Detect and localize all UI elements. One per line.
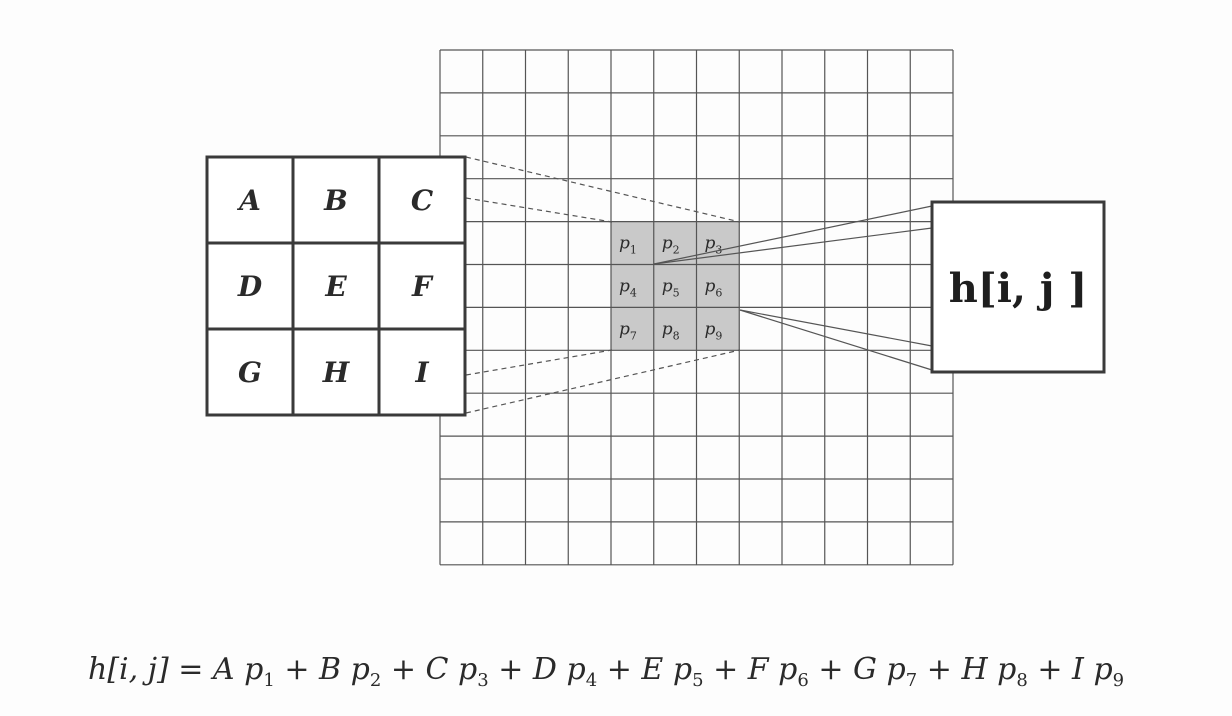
- output-projection-line: [653, 227, 933, 265]
- kernel-border: [205, 155, 467, 417]
- kernel-projection-line: [465, 349, 741, 414]
- kernel-coefficient: A: [236, 184, 261, 217]
- connector-lines: [465, 156, 933, 414]
- output-box: h[i, j ]: [930, 200, 1106, 374]
- equation-plus: +: [597, 652, 642, 687]
- equation-term: E p5: [641, 652, 704, 691]
- equation-plus: +: [808, 652, 854, 687]
- neighborhood-pixel-label: p5: [662, 277, 680, 300]
- equation-term: A p1: [212, 652, 275, 691]
- image-grid: p1p2p3p4p5p6p7p8p9: [439, 49, 954, 566]
- kernel-coefficient: I: [414, 356, 429, 389]
- kernel-matrix: A B C D E F G H I: [205, 155, 467, 417]
- output-label: h[i, j ]: [949, 265, 1087, 312]
- kernel-coefficient: E: [324, 270, 347, 303]
- equation-term: H p8: [961, 652, 1028, 691]
- kernel-coefficient: D: [237, 270, 263, 303]
- equation-plus: +: [488, 652, 533, 687]
- neighborhood-pixel-label: p7: [619, 319, 637, 342]
- output-projection-line: [739, 309, 933, 347]
- equation-plus: +: [703, 652, 748, 687]
- equation-lhs: h[i, j]: [88, 652, 169, 687]
- output-projection-line: [739, 309, 933, 371]
- kernel-coefficient: H: [322, 356, 351, 389]
- neighborhood-pixel-label: p2: [662, 234, 680, 257]
- kernel-coefficient: G: [238, 356, 262, 389]
- equation-term: D p4: [532, 652, 598, 691]
- equation-plus: +: [381, 652, 426, 687]
- neighborhood-pixel-label: p1: [619, 234, 637, 257]
- kernel-projection-line: [465, 156, 741, 223]
- equation-term: I p9: [1072, 652, 1125, 691]
- equation-term: G p7: [853, 652, 918, 691]
- neighborhood-pixel-label: p8: [662, 319, 680, 342]
- kernel-projection-line: [465, 197, 613, 223]
- equation-term: C p3: [425, 652, 489, 691]
- equation-plus: +: [917, 652, 962, 687]
- neighborhood-pixel-label: p9: [705, 319, 723, 342]
- equation-plus: +: [1027, 652, 1073, 687]
- output-projection-line: [653, 205, 933, 265]
- neighborhood-pixel-label: p6: [705, 277, 723, 300]
- equation-terms: A p1 + B p2 + C p3 + D p4 + E p5 + F p6 …: [212, 652, 1125, 691]
- kernel-coefficient: C: [411, 184, 434, 217]
- equation-term: B p2: [319, 652, 382, 691]
- kernel-coefficient: B: [323, 184, 348, 217]
- neighborhood-highlight: [611, 221, 740, 351]
- convolution-equation: h[i, j] = A p1 + B p2 + C p3 + D p4 + E …: [88, 652, 1218, 691]
- kernel-projection-line: [465, 349, 613, 376]
- equation-plus: +: [274, 652, 320, 687]
- kernel-coefficient: F: [411, 270, 434, 303]
- equation-term: F p6: [747, 652, 809, 691]
- equation-equals: =: [168, 652, 213, 687]
- neighborhood-pixel-label: p4: [619, 277, 637, 300]
